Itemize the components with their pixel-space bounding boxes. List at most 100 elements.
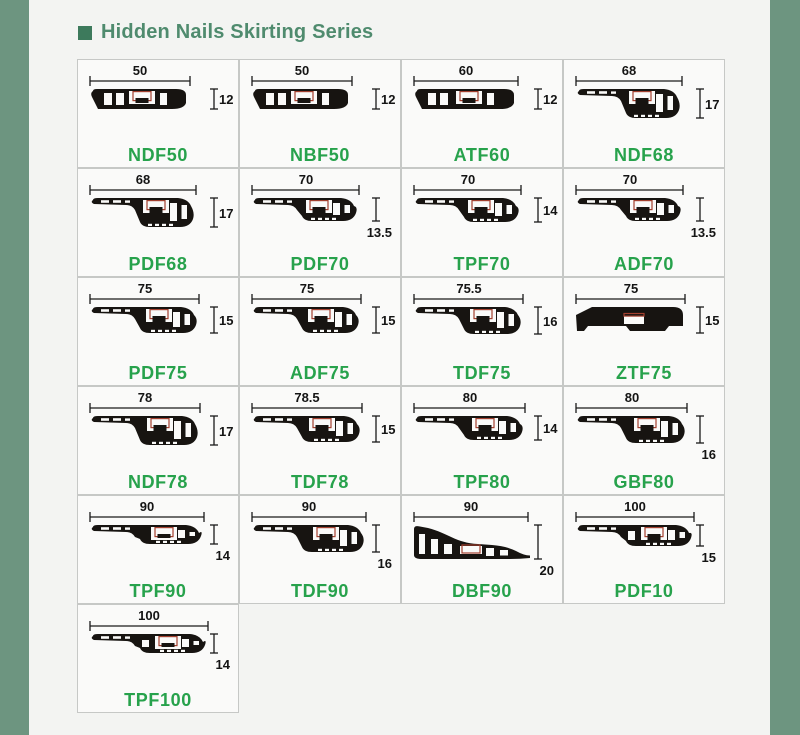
section-header: Hidden Nails Skirting Series	[78, 21, 725, 44]
height-value: 17	[219, 424, 233, 439]
model-name: TPF90	[129, 581, 187, 601]
width-value: 90	[464, 499, 478, 514]
model-name: ADF75	[289, 363, 350, 383]
width-dimension: 75.5	[413, 281, 524, 304]
square-bullet-icon	[78, 25, 92, 40]
height-value: 14	[543, 421, 558, 436]
height-value: 15	[702, 550, 716, 565]
height-value: 14	[216, 657, 231, 672]
model-name: PDF68	[128, 254, 188, 274]
profile-cell-tpf80: 80 14 TPF80	[401, 386, 563, 495]
height-dimension: 15	[210, 306, 233, 334]
profile-cell-dbf90: 90 20 DBF90	[401, 495, 563, 604]
height-value: 13.5	[367, 225, 392, 240]
profile-cell-tdf90: 90 16 TDF90	[239, 495, 401, 604]
profile-cell-nbf50: 50 12 NBF50	[239, 59, 401, 168]
width-value: 75	[300, 281, 314, 296]
profile-cell-tpf100: 100 14 TPF100	[77, 604, 239, 713]
section-title: Hidden Nails Skirting Series	[101, 21, 374, 43]
height-dimension: 16	[534, 306, 557, 335]
profile-drawing-tdf90: 90 16	[251, 499, 392, 571]
height-dimension: 14	[534, 197, 558, 223]
model-name: NDF50	[127, 145, 188, 165]
profile-drawing-tpf70: 70 14	[413, 172, 558, 223]
width-value: 50	[295, 63, 309, 78]
model-name: TPF80	[453, 472, 511, 492]
profile-cross-section	[253, 416, 360, 442]
profile-drawing-tpf90: 90 14	[89, 499, 231, 563]
profile-cross-section	[415, 198, 519, 222]
width-dimension: 50	[251, 63, 353, 86]
width-value: 80	[625, 390, 639, 405]
width-dimension: 90	[89, 499, 205, 522]
model-name: NDF68	[613, 145, 674, 165]
profile-grid: 50 12 NDF50 50 12 NBF50 60	[77, 59, 725, 713]
width-dimension: 68	[89, 172, 197, 195]
profile-cell-ndf50: 50 12 NDF50	[77, 59, 239, 168]
profile-cell-gbf80: 80 16 GBF80	[563, 386, 725, 495]
profile-drawing-pdf68: 68 17	[89, 172, 233, 228]
model-name: ATF60	[453, 145, 511, 165]
profile-drawing-adf75: 75 15	[251, 281, 395, 334]
height-dimension: 14	[210, 524, 231, 563]
height-value: 15	[381, 313, 395, 328]
height-dimension: 17	[210, 415, 233, 446]
width-dimension: 60	[413, 63, 519, 86]
height-value: 14	[216, 548, 231, 563]
width-value: 80	[463, 390, 477, 405]
height-dimension: 15	[372, 415, 395, 443]
profile-cross-section	[577, 89, 680, 118]
width-value: 78.5	[294, 390, 319, 405]
model-name: DBF90	[451, 581, 512, 601]
height-value: 16	[543, 314, 557, 329]
height-value: 16	[378, 556, 392, 571]
height-dimension: 13.5	[367, 197, 392, 240]
width-value: 68	[622, 63, 636, 78]
model-name: PDF75	[128, 363, 188, 383]
width-value: 75	[624, 281, 638, 296]
profile-drawing-pdf70: 70 13.5	[251, 172, 392, 240]
height-dimension: 12	[210, 88, 233, 110]
height-dimension: 16	[696, 415, 716, 462]
profile-cell-pdf75: 75 15 PDF75	[77, 277, 239, 386]
catalog-section: Hidden Nails Skirting Series 50 12 NDF50…	[77, 17, 725, 713]
model-name: NBF50	[289, 145, 350, 165]
height-dimension: 17	[210, 197, 233, 228]
width-value: 90	[302, 499, 316, 514]
right-accent-bar	[770, 0, 800, 735]
profile-cell-tpf90: 90 14 TPF90	[77, 495, 239, 604]
width-value: 100	[138, 608, 160, 623]
height-dimension: 15	[696, 524, 716, 565]
width-dimension: 90	[251, 499, 367, 522]
profile-cell-tpf70: 70 14 TPF70	[401, 168, 563, 277]
width-value: 50	[133, 63, 147, 78]
height-dimension: 14	[210, 633, 231, 672]
height-dimension: 20	[534, 524, 554, 578]
model-name: TDF78	[290, 472, 349, 492]
width-value: 70	[461, 172, 475, 187]
profile-cross-section	[253, 198, 357, 221]
profile-cell-ndf68: 68 17 NDF68	[563, 59, 725, 168]
profile-cross-section	[414, 526, 530, 559]
profile-cell-pdf70: 70 13.5 PDF70	[239, 168, 401, 277]
height-dimension: 12	[372, 88, 395, 110]
height-dimension: 13.5	[691, 197, 716, 240]
profile-cross-section	[91, 525, 202, 544]
profile-cell-tdf78: 78.5 15 TDF78	[239, 386, 401, 495]
width-value: 100	[624, 499, 646, 514]
width-dimension: 80	[575, 390, 688, 413]
width-dimension: 70	[575, 172, 684, 195]
height-value: 14	[543, 203, 558, 218]
profile-drawing-pdf75: 75 15	[89, 281, 233, 334]
profile-cell-ztf75: 75 15 ZTF75	[563, 277, 725, 386]
profile-drawing-gbf80: 80 16	[575, 390, 716, 462]
width-dimension: 75	[251, 281, 362, 304]
height-dimension: 14	[534, 415, 558, 441]
left-accent-bar	[0, 0, 29, 735]
width-dimension: 80	[413, 390, 526, 413]
profile-drawing-adf70: 70 13.5	[575, 172, 716, 240]
profile-drawing-tpf100: 100 14	[89, 608, 231, 672]
profile-cross-section	[253, 307, 359, 333]
height-dimension: 12	[534, 88, 557, 110]
height-value: 12	[219, 92, 233, 107]
